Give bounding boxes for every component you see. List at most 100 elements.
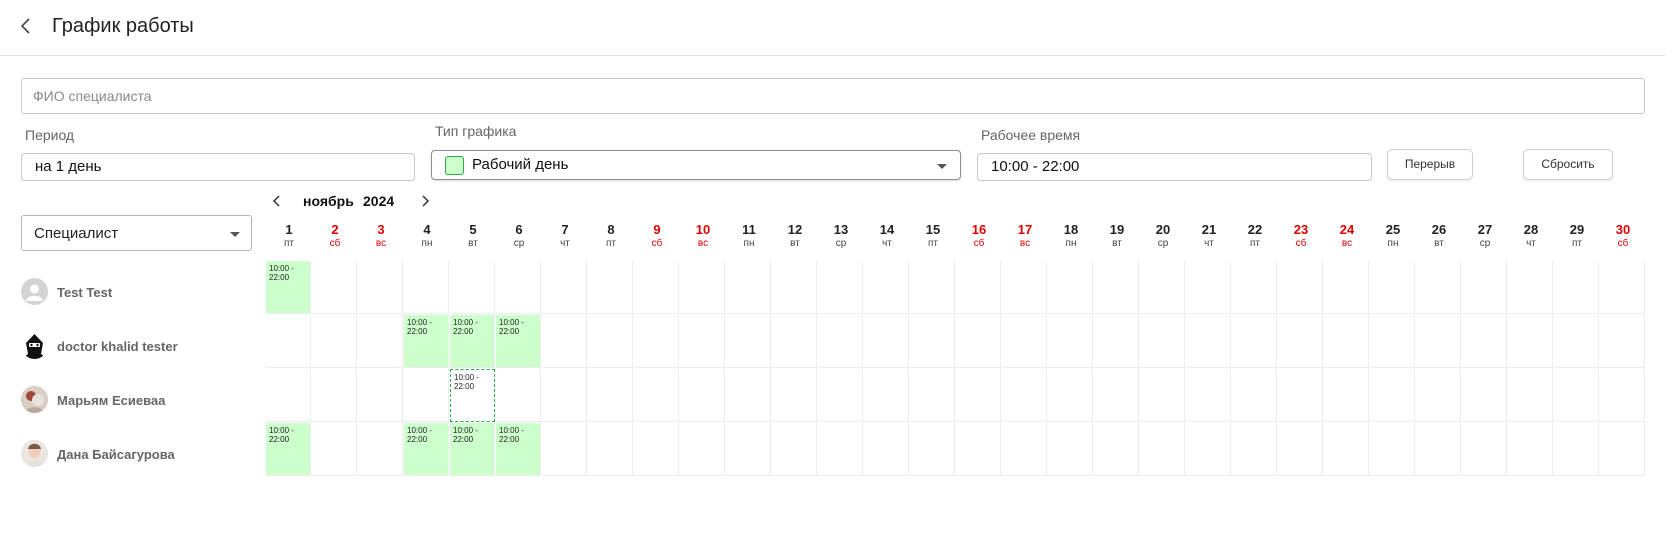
schedule-cell[interactable] bbox=[1232, 369, 1277, 422]
schedule-cell[interactable] bbox=[1186, 261, 1231, 314]
schedule-cell[interactable] bbox=[1232, 423, 1277, 476]
schedule-cell[interactable] bbox=[680, 423, 725, 476]
schedule-cell[interactable] bbox=[1416, 315, 1461, 368]
schedule-cell[interactable] bbox=[818, 315, 863, 368]
schedule-cell[interactable] bbox=[542, 369, 587, 422]
next-month-icon[interactable] bbox=[415, 191, 435, 211]
schedule-cell[interactable]: 10:00 - 22:00 bbox=[266, 261, 311, 314]
schedule-cell[interactable] bbox=[634, 423, 679, 476]
schedule-cell[interactable] bbox=[1048, 369, 1093, 422]
schedule-cell[interactable] bbox=[1508, 315, 1553, 368]
schedule-cell[interactable] bbox=[450, 261, 495, 314]
schedule-cell[interactable] bbox=[772, 261, 817, 314]
period-field[interactable]: на 1 день bbox=[21, 153, 415, 181]
schedule-cell[interactable] bbox=[1324, 423, 1369, 476]
prev-month-icon[interactable] bbox=[267, 191, 287, 211]
schedule-cell[interactable] bbox=[1508, 423, 1553, 476]
schedule-cell[interactable] bbox=[1324, 261, 1369, 314]
schedule-cell[interactable] bbox=[1140, 261, 1185, 314]
schedule-cell[interactable] bbox=[864, 423, 909, 476]
schedule-cell[interactable] bbox=[726, 261, 771, 314]
schedule-cell[interactable] bbox=[542, 315, 587, 368]
reset-button[interactable]: Сбросить bbox=[1523, 149, 1613, 180]
schedule-cell[interactable] bbox=[358, 423, 403, 476]
schedule-cell[interactable] bbox=[266, 315, 311, 368]
schedule-cell[interactable] bbox=[1048, 315, 1093, 368]
schedule-cell[interactable] bbox=[404, 369, 449, 422]
schedule-cell[interactable]: 10:00 - 22:00 bbox=[450, 315, 495, 368]
schedule-cell[interactable]: 10:00 - 22:00 bbox=[266, 423, 311, 476]
schedule-cell[interactable] bbox=[1462, 261, 1507, 314]
schedule-cell[interactable] bbox=[1324, 315, 1369, 368]
schedule-cell[interactable] bbox=[772, 369, 817, 422]
schedule-cell[interactable] bbox=[1186, 369, 1231, 422]
schedule-cell[interactable] bbox=[1508, 369, 1553, 422]
schedule-cell[interactable] bbox=[1140, 423, 1185, 476]
schedule-cell[interactable] bbox=[1416, 369, 1461, 422]
schedule-cell[interactable]: 10:00 - 22:00 bbox=[496, 315, 541, 368]
schedule-cell[interactable] bbox=[1370, 261, 1415, 314]
schedule-cell[interactable] bbox=[1002, 423, 1047, 476]
schedule-cell[interactable] bbox=[1278, 369, 1323, 422]
schedule-cell[interactable] bbox=[1554, 369, 1599, 422]
schedule-cell[interactable] bbox=[1554, 315, 1599, 368]
schedule-cell[interactable] bbox=[312, 423, 357, 476]
schedule-cell[interactable] bbox=[1600, 369, 1645, 422]
schedule-cell[interactable] bbox=[542, 423, 587, 476]
schedule-cell[interactable] bbox=[1462, 315, 1507, 368]
schedule-cell[interactable] bbox=[1600, 315, 1645, 368]
working-time-field[interactable]: 10:00 - 22:00 bbox=[977, 153, 1372, 181]
schedule-cell[interactable] bbox=[312, 369, 357, 422]
schedule-cell[interactable] bbox=[1094, 423, 1139, 476]
schedule-cell[interactable] bbox=[266, 369, 311, 422]
specialist-select[interactable]: Специалист bbox=[21, 215, 252, 251]
schedule-cell[interactable] bbox=[1140, 369, 1185, 422]
schedule-cell[interactable] bbox=[358, 369, 403, 422]
schedule-cell[interactable]: 10:00 - 22:00 bbox=[496, 423, 541, 476]
schedule-cell[interactable] bbox=[1232, 315, 1277, 368]
schedule-cell[interactable] bbox=[588, 423, 633, 476]
schedule-cell[interactable] bbox=[312, 315, 357, 368]
schedule-cell[interactable] bbox=[726, 423, 771, 476]
schedule-cell[interactable] bbox=[726, 369, 771, 422]
schedule-cell[interactable] bbox=[1278, 315, 1323, 368]
schedule-cell[interactable] bbox=[1278, 261, 1323, 314]
schedule-cell[interactable] bbox=[1186, 423, 1231, 476]
specialist-name-input[interactable] bbox=[21, 78, 1645, 114]
schedule-cell[interactable] bbox=[956, 369, 1001, 422]
schedule-cell[interactable] bbox=[910, 369, 955, 422]
schedule-cell[interactable] bbox=[634, 315, 679, 368]
schedule-cell[interactable] bbox=[634, 369, 679, 422]
schedule-cell[interactable] bbox=[772, 315, 817, 368]
schedule-cell[interactable] bbox=[358, 315, 403, 368]
schedule-cell[interactable] bbox=[1324, 369, 1369, 422]
schedule-cell[interactable] bbox=[542, 261, 587, 314]
schedule-cell[interactable] bbox=[910, 315, 955, 368]
schedule-cell[interactable] bbox=[1094, 315, 1139, 368]
schedule-cell[interactable] bbox=[956, 315, 1001, 368]
schedule-cell[interactable] bbox=[864, 261, 909, 314]
schedule-cell[interactable] bbox=[680, 315, 725, 368]
schedule-cell[interactable] bbox=[1416, 261, 1461, 314]
schedule-cell[interactable] bbox=[1094, 261, 1139, 314]
schedule-cell[interactable] bbox=[864, 369, 909, 422]
schedule-cell[interactable] bbox=[1600, 261, 1645, 314]
schedule-cell[interactable] bbox=[312, 261, 357, 314]
back-arrow-icon[interactable] bbox=[14, 14, 38, 38]
schedule-cell[interactable] bbox=[1416, 423, 1461, 476]
schedule-cell[interactable] bbox=[772, 423, 817, 476]
schedule-cell[interactable] bbox=[358, 261, 403, 314]
schedule-type-select[interactable]: Рабочий день bbox=[431, 150, 961, 180]
schedule-cell[interactable] bbox=[1370, 369, 1415, 422]
schedule-cell[interactable] bbox=[726, 315, 771, 368]
schedule-cell[interactable] bbox=[634, 261, 679, 314]
schedule-cell[interactable] bbox=[1508, 261, 1553, 314]
schedule-cell[interactable] bbox=[1094, 369, 1139, 422]
schedule-cell[interactable] bbox=[1232, 261, 1277, 314]
schedule-cell[interactable] bbox=[1048, 261, 1093, 314]
schedule-cell[interactable] bbox=[1600, 423, 1645, 476]
schedule-cell[interactable] bbox=[680, 369, 725, 422]
schedule-cell[interactable] bbox=[1554, 261, 1599, 314]
schedule-cell[interactable] bbox=[680, 261, 725, 314]
schedule-cell[interactable] bbox=[910, 423, 955, 476]
